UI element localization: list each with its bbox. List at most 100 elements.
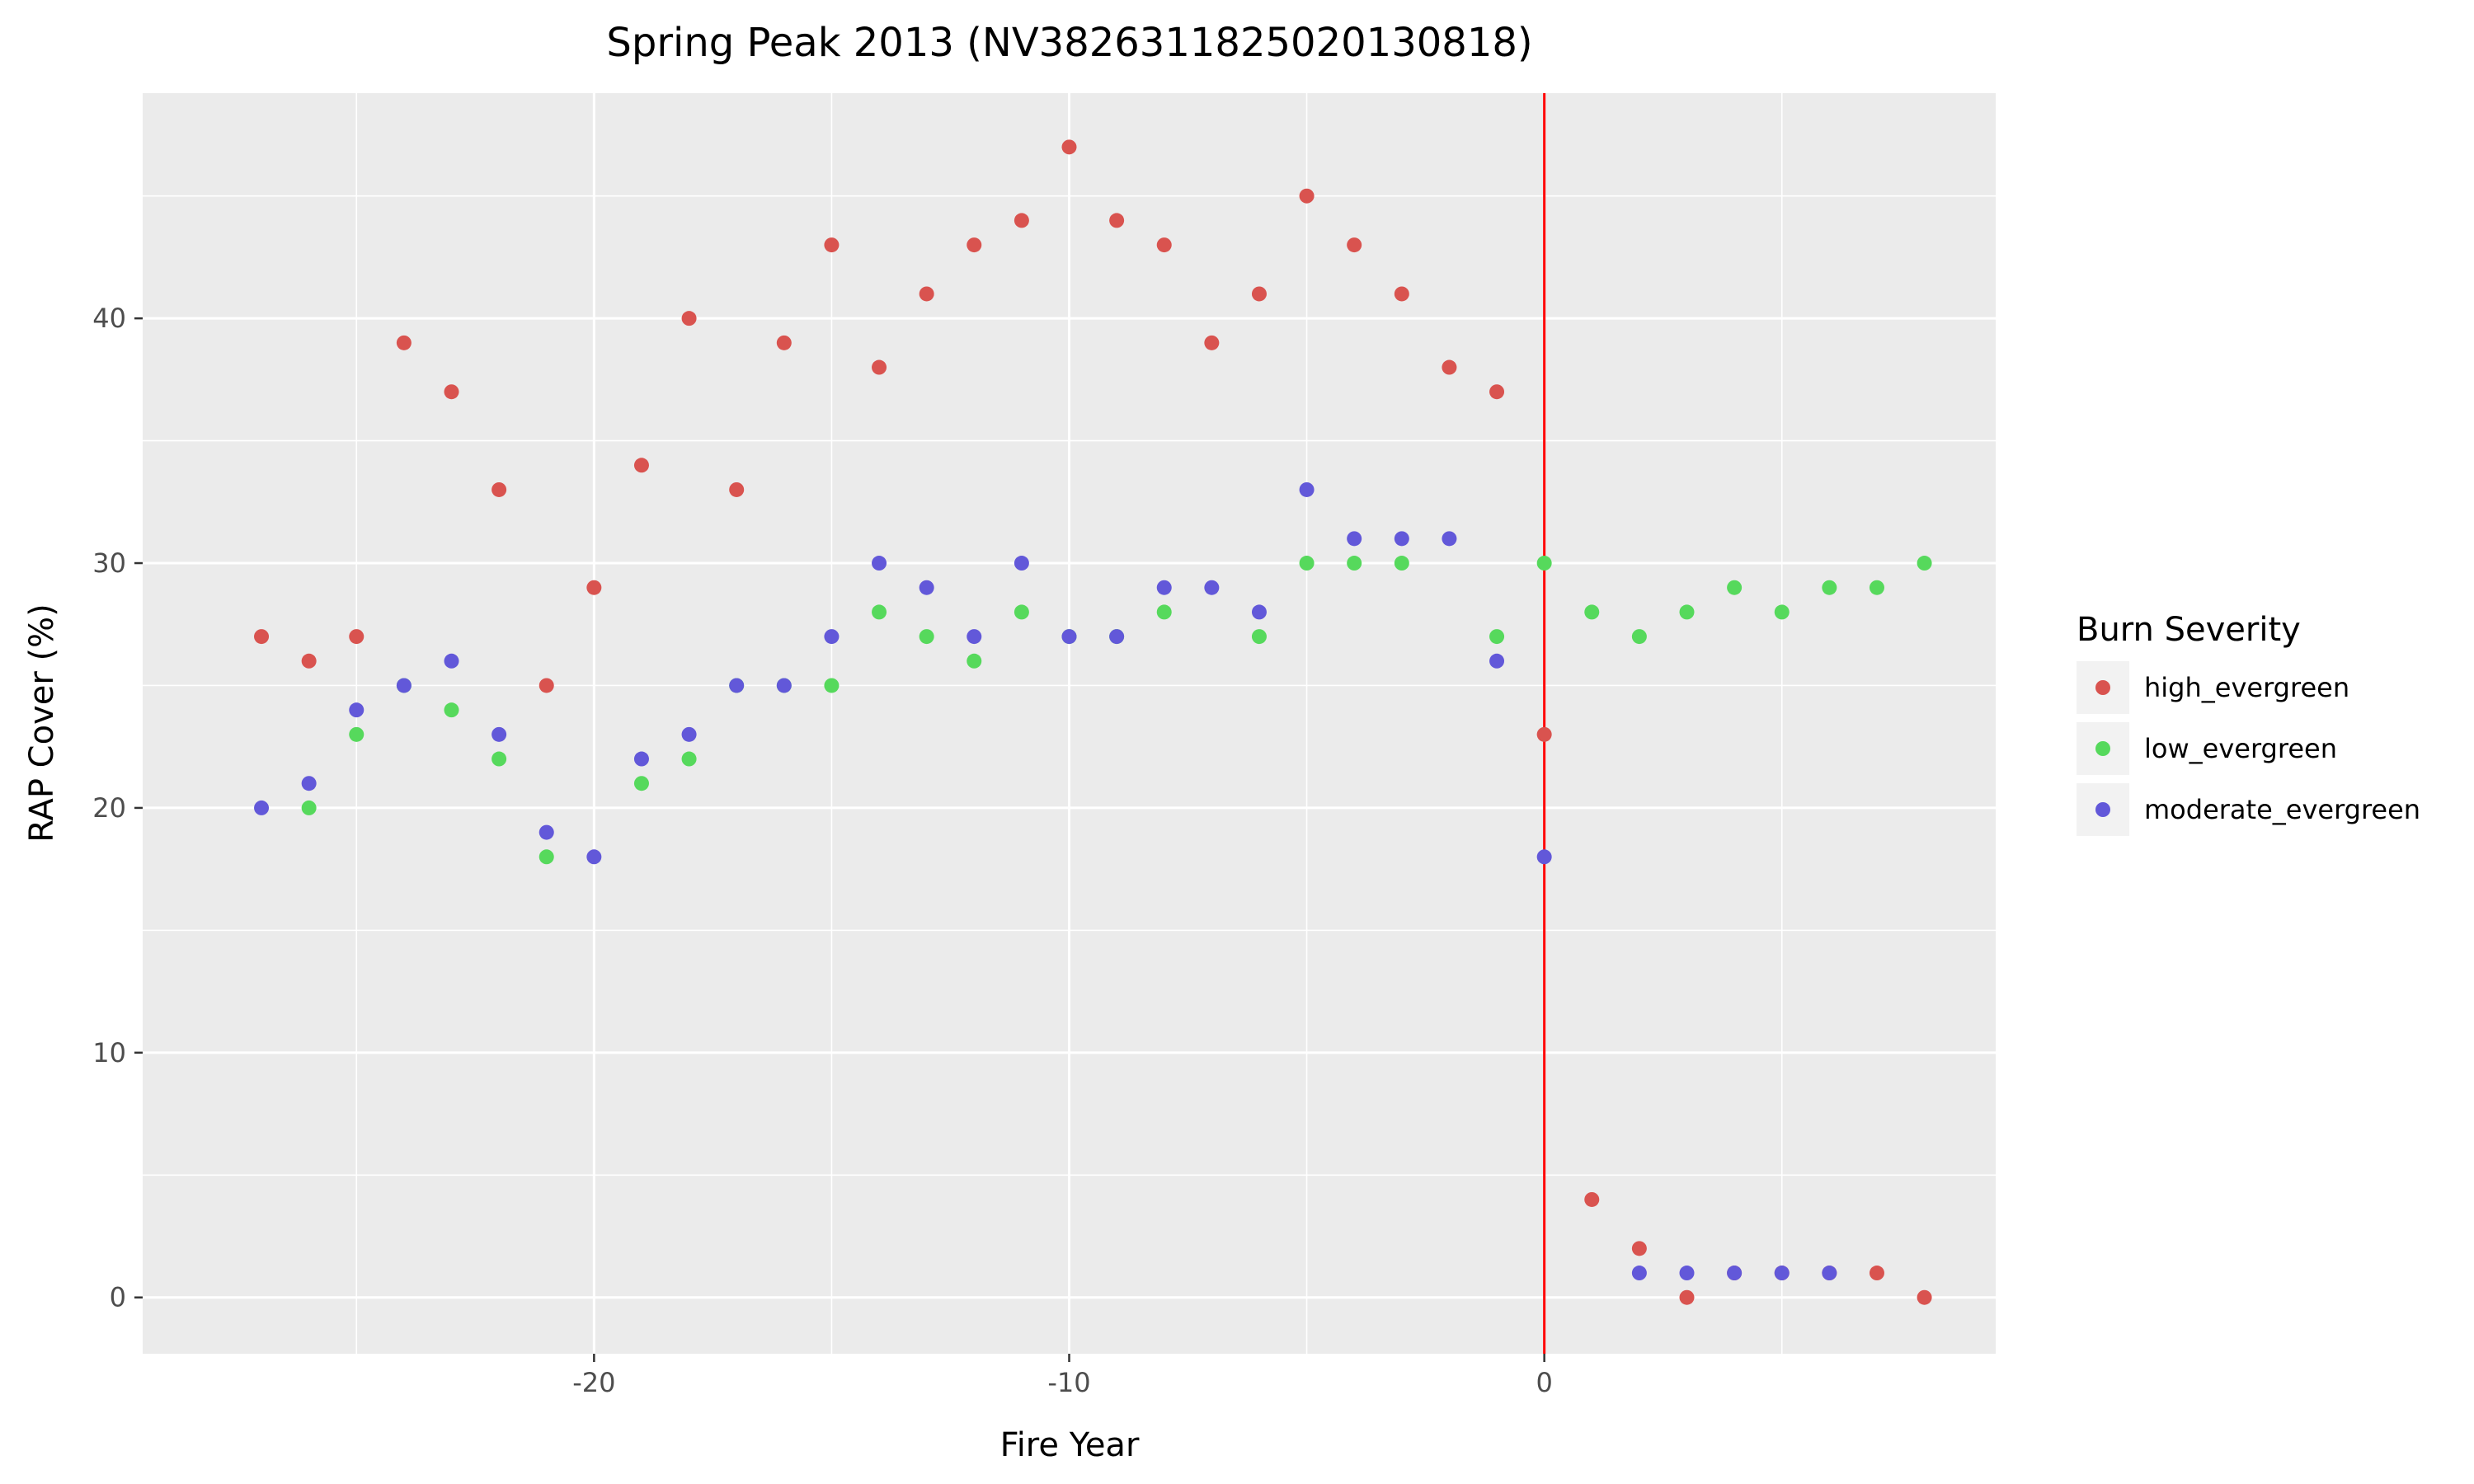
y-tick-label: 0 [110,1282,126,1313]
data-point [1014,556,1029,571]
data-points [254,139,1932,1305]
data-point [1727,1266,1743,1281]
data-point [824,678,840,693]
legend-label: moderate_evergreen [2144,794,2420,825]
data-point [1679,1289,1695,1305]
data-point [586,580,602,595]
legend-marker [2095,741,2110,756]
data-point [444,653,459,669]
data-point [444,384,459,400]
data-point [539,849,554,865]
data-point [396,335,412,350]
chart-title: Spring Peak 2013 (NV3826311825020130818) [606,20,1532,66]
y-tick-label: 40 [92,303,126,334]
data-point [301,776,317,791]
data-point [824,237,840,253]
data-point [1489,384,1505,400]
data-point [1299,481,1315,497]
x-tick-label: -20 [572,1367,615,1398]
data-point [254,629,270,645]
data-point [349,726,365,742]
data-point [1917,1289,1932,1305]
x-tick-label: 0 [1536,1367,1552,1398]
data-point [1822,1266,1837,1281]
data-point [1489,629,1505,645]
data-point [1631,1266,1647,1281]
data-point [1061,629,1077,645]
data-point [1251,604,1267,620]
x-axis-ticks: -20 -10 0 [572,1354,1553,1398]
data-point [301,800,317,815]
data-point [1631,1241,1647,1256]
data-point [1584,604,1600,620]
data-point [396,678,412,693]
y-tick-label: 20 [92,792,126,824]
data-point [1204,580,1220,595]
data-point [1536,556,1552,571]
series-moderate_evergreen [254,481,1837,1281]
data-point [539,678,554,693]
data-point [824,629,840,645]
data-point [492,726,507,742]
series-high_evergreen [254,139,1932,1305]
data-point [633,776,649,791]
legend-items: high_evergreen low_evergreen moderate_ever… [2077,661,2420,836]
data-point [872,359,887,375]
data-point [729,678,745,693]
data-point [1584,1191,1600,1207]
data-point [1299,188,1315,204]
data-point [349,629,365,645]
data-point [1394,286,1409,302]
data-point [1774,604,1790,620]
data-point [586,849,602,865]
data-point [919,580,934,595]
data-point [1251,286,1267,302]
data-point [681,311,697,326]
data-point [919,629,934,645]
data-point [967,629,982,645]
data-point [681,751,697,767]
data-point [1869,580,1884,595]
data-point [633,458,649,473]
data-point [729,481,745,497]
data-point [681,726,697,742]
x-axis-title: Fire Year [1000,1426,1140,1464]
data-point [1394,556,1409,571]
data-point [1109,629,1125,645]
data-point [1347,531,1362,547]
data-point [1156,580,1172,595]
data-point [1204,335,1220,350]
legend-item: low_evergreen [2077,722,2337,775]
data-point [1442,531,1457,547]
data-point [967,653,982,669]
data-point [539,824,554,840]
legend-title: Burn Severity [2077,611,2301,649]
y-tick-label: 10 [92,1037,126,1068]
data-point [1109,213,1125,228]
legend-label: low_evergreen [2144,733,2337,764]
data-point [349,702,365,718]
data-point [1156,604,1172,620]
data-point [1156,237,1172,253]
data-point [1014,213,1029,228]
legend-label: high_evergreen [2144,672,2349,703]
data-point [1679,604,1695,620]
legend-marker [2095,802,2110,817]
data-point [1917,556,1932,571]
data-point [1727,580,1743,595]
data-point [1631,629,1647,645]
data-point [1394,531,1409,547]
legend-item: moderate_evergreen [2077,783,2420,836]
data-point [1299,556,1315,571]
data-point [1014,604,1029,620]
y-axis-title: RAP Cover (%) [23,603,61,842]
data-point [492,751,507,767]
data-point [1536,849,1552,865]
data-point [301,653,317,669]
data-point [1869,1266,1884,1281]
data-point [254,800,270,815]
data-point [1489,653,1505,669]
legend-marker [2095,680,2110,695]
data-point [1774,1266,1790,1281]
legend: Burn Severity high_evergreen low_evergree… [2077,611,2420,836]
